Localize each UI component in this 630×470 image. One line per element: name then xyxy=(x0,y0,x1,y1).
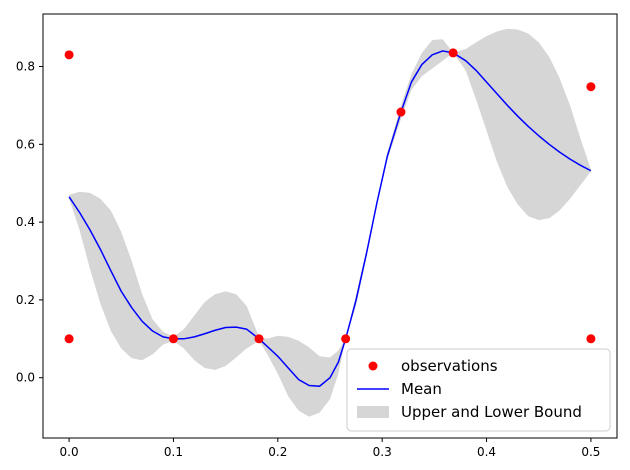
mean-line xyxy=(68,50,592,388)
legend-observations-marker xyxy=(368,361,378,371)
y-tick-label: 0.8 xyxy=(16,60,35,74)
observation-point xyxy=(64,50,74,60)
observation-point xyxy=(396,107,406,117)
axes-layer: 0.0 0.1 0.2 0.3 0.4 0.5 0.0 0.2 0.4 0.6 0.8 xyxy=(16,13,618,459)
observation-point xyxy=(168,334,178,344)
y-tick-label: 0.6 xyxy=(16,137,35,151)
legend: observations Mean Upper and Lower Bound xyxy=(346,348,611,432)
mean-line-layer xyxy=(68,50,592,388)
upper-lower-bound-band xyxy=(69,28,591,417)
observation-point xyxy=(254,334,264,344)
observation-point xyxy=(341,334,351,344)
confidence-band-layer xyxy=(69,28,591,417)
observation-point xyxy=(586,334,596,344)
y-tick-label: 0.0 xyxy=(16,371,35,385)
observation-point xyxy=(586,82,596,92)
x-tick-label: 0.2 xyxy=(268,445,287,459)
observation-point xyxy=(64,334,74,344)
y-tick-label: 0.4 xyxy=(16,215,35,229)
legend-observations-label: observations xyxy=(401,357,498,375)
y-tick-label: 0.2 xyxy=(16,293,35,307)
legend-band-label: Upper and Lower Bound xyxy=(401,403,582,421)
x-tick-label: 0.4 xyxy=(477,445,496,459)
observation-point xyxy=(448,48,458,58)
x-tick-label: 0.0 xyxy=(60,445,79,459)
legend-mean-label: Mean xyxy=(401,380,442,398)
x-tick-label: 0.5 xyxy=(581,445,600,459)
observation-points-layer xyxy=(64,48,596,344)
x-tick-label: 0.1 xyxy=(164,445,183,459)
legend-band-swatch xyxy=(357,406,389,418)
legend-box xyxy=(346,348,611,432)
axes-frame xyxy=(42,13,618,439)
x-tick-label: 0.3 xyxy=(373,445,392,459)
